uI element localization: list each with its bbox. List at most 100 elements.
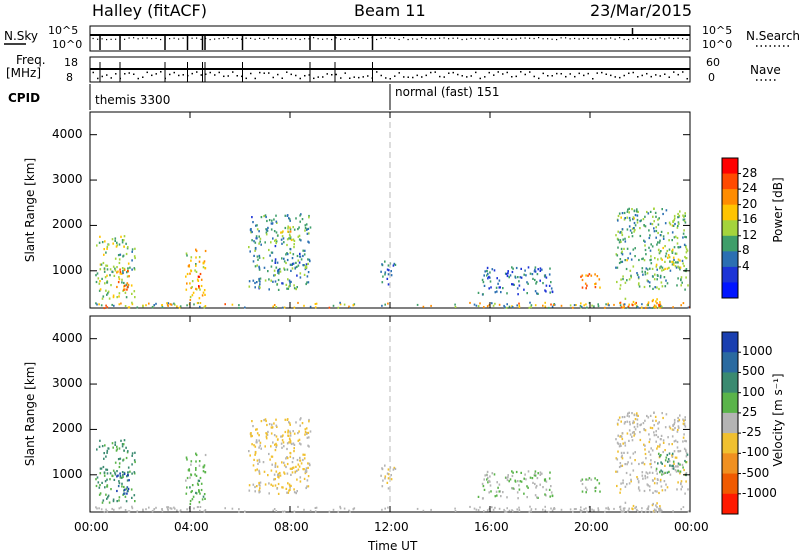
cpid-entry-2: normal (fast) 151 — [395, 85, 500, 99]
velocity-echo-7 — [525, 478, 527, 481]
power-echo-6 — [390, 270, 392, 273]
power-echo-0 — [106, 247, 108, 250]
nsearch-dot — [349, 38, 351, 41]
power-echo-4 — [304, 249, 306, 252]
power-echo-4 — [271, 251, 274, 254]
velocity-echo-2 — [195, 460, 197, 463]
power-ground-echo — [572, 306, 574, 309]
velocity-ground-echo — [106, 510, 109, 513]
nsky-tick-top: 10^5 — [48, 24, 79, 37]
velocity-echo-9 — [673, 440, 676, 443]
velocity-echo-0 — [115, 449, 118, 452]
velocity-echo-2 — [198, 501, 201, 504]
velocity-echo-9 — [656, 447, 658, 450]
velocity-ground-echo — [124, 509, 127, 511]
velocity-echo-2 — [185, 456, 188, 459]
power-ground-echo — [353, 303, 356, 306]
power-ground-echo — [339, 303, 342, 306]
power-ground-echo — [623, 306, 625, 309]
velocity-ground-echo — [238, 508, 240, 511]
velocity-echo-4 — [304, 430, 307, 434]
nave-dot — [583, 74, 585, 77]
velocity-echo-0 — [126, 479, 129, 482]
velocity-ground-echo — [605, 507, 607, 510]
power-echo-9 — [636, 214, 639, 217]
power-echo-4 — [305, 266, 308, 269]
velocity-ground-echo — [238, 510, 240, 513]
velocity-echo-4 — [288, 421, 290, 424]
power-echo-9 — [617, 238, 620, 241]
velocity-echo-4 — [283, 464, 286, 467]
velocity-echo-5 — [287, 434, 289, 437]
nsearch-tick-top: 10^5 — [702, 24, 733, 37]
power-echo-9 — [662, 246, 664, 250]
velocity-colorbar-label-1: 500 — [742, 364, 765, 379]
velocity-ground-echo — [648, 510, 651, 513]
power-echo-2 — [202, 291, 205, 294]
power-echo-7 — [525, 274, 527, 277]
velocity-echo-4 — [259, 481, 262, 484]
power-echo-4 — [286, 287, 288, 290]
velocity-echo-7 — [487, 481, 489, 484]
power-echo-4 — [255, 224, 257, 227]
power-echo-3 — [195, 287, 197, 290]
velocity-echo-9 — [627, 412, 629, 415]
power-echo-7 — [512, 283, 514, 286]
power-echo-9 — [657, 231, 659, 235]
velocity-echo-8 — [581, 478, 584, 481]
velocity-ground-echo — [95, 506, 97, 509]
nsearch-dot — [475, 38, 477, 40]
velocity-echo-7 — [537, 472, 539, 475]
power-echo-4 — [286, 253, 289, 256]
power-echo-4 — [290, 280, 292, 283]
velocity-echo-7 — [502, 491, 504, 494]
power-echo-9 — [664, 245, 666, 248]
power-echo-9 — [683, 243, 686, 246]
power-echo-9 — [653, 220, 655, 223]
power-colorbar-swatch-1 — [722, 173, 738, 190]
power-echo-5 — [280, 231, 282, 234]
velocity-echo-9 — [632, 420, 635, 423]
power-echo-11 — [655, 263, 658, 266]
power-echo-4 — [278, 272, 280, 275]
nave-dot — [295, 74, 297, 77]
velocity-echo-4 — [297, 439, 300, 442]
velocity-echo-10 — [632, 504, 635, 508]
velocity-echo-11 — [660, 461, 662, 464]
power-echo-0 — [119, 272, 122, 275]
velocity-echo-4 — [270, 445, 272, 448]
power-echo-9 — [636, 273, 639, 277]
power-echo-9 — [663, 276, 666, 279]
velocity-echo-9 — [677, 425, 680, 428]
power-ground-echo — [491, 302, 493, 305]
power-echo-9 — [684, 235, 686, 238]
power-echo-4 — [299, 220, 301, 223]
beam-title: Beam 11 — [354, 1, 426, 20]
nave-dot — [187, 74, 189, 77]
velocity-echo-2 — [189, 476, 191, 479]
power-echo-4 — [288, 217, 290, 220]
nave-dot — [394, 75, 396, 77]
power-echo-9 — [655, 265, 658, 268]
nsearch-dot — [164, 38, 166, 40]
power-echo-0 — [118, 278, 121, 281]
power-echo-9 — [648, 229, 650, 232]
velocity-echo-9 — [628, 439, 630, 442]
velocity-ground-echo — [384, 507, 386, 510]
power-ground-echo — [349, 306, 351, 309]
velocity-echo-9 — [628, 411, 630, 414]
nave-dot — [605, 73, 607, 75]
velocity-echo-4 — [287, 491, 290, 494]
velocity-echo-7 — [534, 472, 536, 475]
power-echo-5 — [282, 230, 284, 233]
velocity-echo-2 — [202, 470, 205, 473]
velocity-echo-7 — [548, 477, 551, 480]
power-echo-4 — [259, 237, 262, 240]
velocity-echo-11 — [660, 469, 662, 472]
power-echo-10 — [644, 306, 647, 309]
nsearch-dot — [605, 38, 607, 40]
velocity-echo-9 — [662, 416, 664, 420]
nave-dot — [362, 76, 364, 78]
power-ground-echo — [573, 304, 576, 307]
power-echo-0 — [127, 262, 130, 265]
